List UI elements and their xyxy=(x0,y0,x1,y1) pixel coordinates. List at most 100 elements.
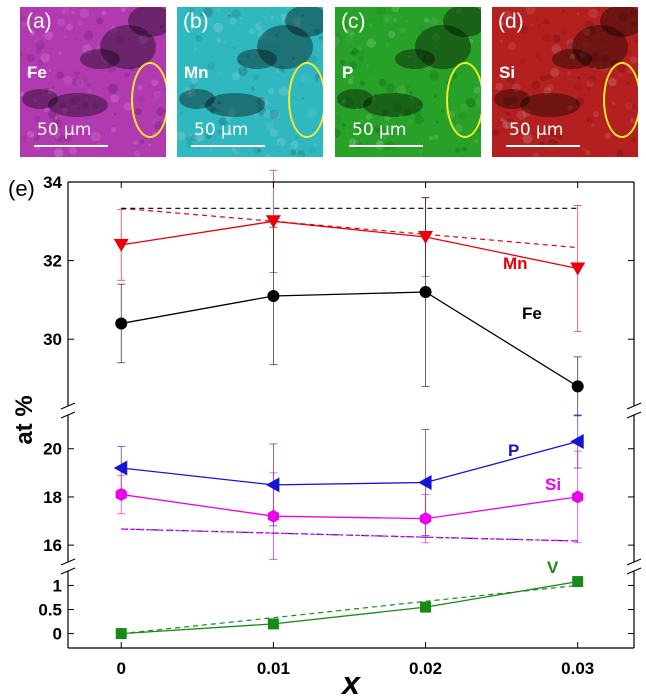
map-noise xyxy=(604,132,611,139)
map-noise xyxy=(48,69,51,72)
map-noise xyxy=(381,133,388,140)
map-noise xyxy=(532,132,536,136)
map-noise xyxy=(60,102,67,109)
map-noise xyxy=(270,16,275,20)
map-noise xyxy=(269,128,279,137)
map-noise xyxy=(190,26,196,33)
map-noise xyxy=(376,7,386,15)
x-tick-label: 0.03 xyxy=(561,659,594,678)
map-noise xyxy=(275,33,279,37)
map-noise xyxy=(193,47,198,52)
map-noise xyxy=(584,20,594,30)
map-noise xyxy=(265,153,271,157)
map-noise xyxy=(608,7,612,11)
map-noise xyxy=(97,64,100,67)
map-noise xyxy=(111,24,115,28)
map-noise xyxy=(37,59,44,66)
map-noise xyxy=(492,122,495,125)
map-noise xyxy=(190,76,198,84)
map-noise xyxy=(618,11,628,22)
map-noise xyxy=(359,80,365,87)
map-noise xyxy=(358,55,364,62)
map-noise xyxy=(370,42,373,45)
y-tick-label: 16 xyxy=(43,536,62,555)
series-label-mn: Mn xyxy=(503,254,528,273)
map-noise xyxy=(397,85,407,95)
map-noise xyxy=(424,17,430,24)
map-noise xyxy=(189,84,196,91)
axis-break-mark xyxy=(626,411,642,419)
map-noise xyxy=(187,89,196,98)
map-dark-region xyxy=(205,93,265,117)
map-noise xyxy=(56,71,64,80)
data-point-v xyxy=(420,601,432,613)
map-noise xyxy=(20,91,25,97)
map-noise xyxy=(403,108,412,117)
map-noise xyxy=(502,119,508,125)
map-noise xyxy=(429,136,433,141)
map-element-label: P xyxy=(342,63,354,82)
map-noise xyxy=(268,35,276,43)
map-noise xyxy=(260,98,268,107)
map-noise xyxy=(101,54,110,64)
map-noise xyxy=(366,38,376,48)
data-point-si xyxy=(115,488,127,501)
data-point-p xyxy=(265,477,280,493)
highlight-ellipse xyxy=(603,62,638,138)
map-noise xyxy=(228,14,232,19)
map-noise xyxy=(398,113,404,118)
map-noise xyxy=(462,146,467,152)
axis-break-mark xyxy=(626,402,642,410)
y-tick-label: 18 xyxy=(43,488,62,507)
map-noise xyxy=(383,14,392,24)
y-tick-label: 32 xyxy=(43,252,62,271)
map-noise xyxy=(96,45,102,52)
map-noise xyxy=(399,27,406,34)
map-noise xyxy=(124,72,130,78)
map-noise xyxy=(575,97,585,106)
map-noise xyxy=(254,88,257,91)
map-dark-region xyxy=(600,7,638,37)
map-noise xyxy=(215,37,222,43)
data-point-p xyxy=(113,460,128,476)
map-noise xyxy=(40,53,51,63)
map-noise xyxy=(87,83,91,87)
map-noise xyxy=(541,33,551,43)
map-noise xyxy=(349,138,357,146)
map-noise xyxy=(253,74,260,81)
map-noise xyxy=(101,10,107,15)
map-noise xyxy=(208,105,215,112)
map-noise xyxy=(505,118,514,127)
series-line-fe xyxy=(121,291,579,387)
map-noise xyxy=(423,62,432,71)
data-point-mn xyxy=(570,262,586,276)
map-noise xyxy=(335,32,340,37)
map-noise xyxy=(43,106,50,113)
map-noise xyxy=(349,50,356,57)
map-element-label: Si xyxy=(499,63,516,82)
data-point-si xyxy=(267,509,279,523)
map-noise xyxy=(22,136,27,141)
map-noise xyxy=(269,109,279,120)
map-noise xyxy=(211,106,216,112)
map-noise xyxy=(538,58,542,61)
map-noise xyxy=(129,65,135,72)
map-noise xyxy=(418,24,426,33)
map-noise xyxy=(285,7,290,10)
nominal-line-si xyxy=(121,528,578,542)
map-noise xyxy=(506,48,509,51)
map-noise xyxy=(53,116,59,122)
map-noise xyxy=(53,133,63,143)
map-noise xyxy=(257,106,267,116)
map-noise xyxy=(531,24,534,27)
map-noise xyxy=(278,86,289,97)
map-noise xyxy=(588,8,599,19)
map-noise xyxy=(189,132,196,140)
map-noise xyxy=(378,78,387,87)
map-noise xyxy=(34,115,41,122)
map-noise xyxy=(434,95,437,98)
map-noise xyxy=(28,47,31,50)
series-label-p: P xyxy=(508,441,519,460)
map-noise xyxy=(194,14,198,18)
map-noise xyxy=(391,7,400,13)
